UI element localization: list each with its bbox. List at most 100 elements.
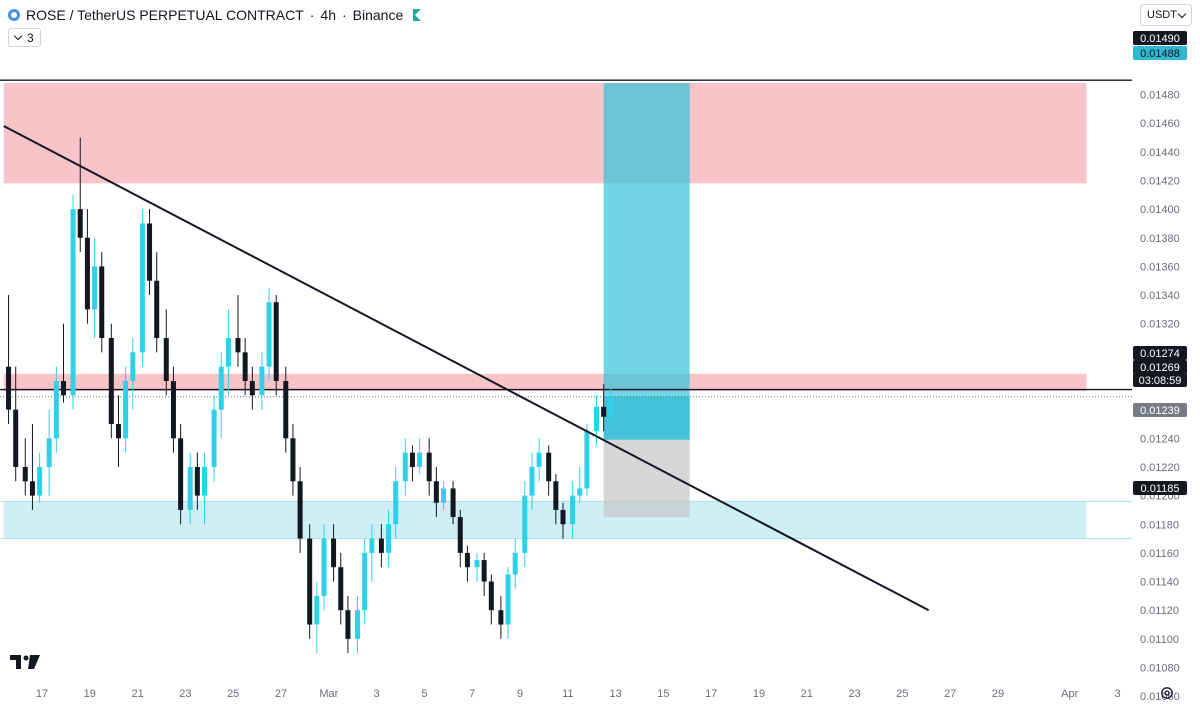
- candle-body: [570, 495, 576, 525]
- candle-body: [37, 466, 43, 496]
- support-zone[interactable]: [3, 501, 1087, 539]
- price-label-bg: [1133, 403, 1187, 417]
- candle: [70, 194, 76, 410]
- candle-body: [488, 581, 494, 611]
- candle: [321, 524, 327, 611]
- candle: [608, 388, 614, 424]
- candle: [22, 438, 28, 496]
- candle: [314, 581, 320, 654]
- y-tick-label: 0.01060: [1140, 691, 1180, 703]
- price-label-text: 0.01490: [1140, 33, 1180, 45]
- candle-body: [450, 488, 456, 518]
- interval-label[interactable]: 4h: [320, 7, 336, 23]
- candle-body: [601, 406, 607, 417]
- candle: [13, 366, 19, 482]
- y-tick-label: 0.01180: [1140, 519, 1179, 531]
- candle-body: [259, 366, 265, 396]
- candle-body: [273, 302, 279, 381]
- price-label: 03:08:59: [1133, 373, 1187, 387]
- price-label-text: 0.01185: [1141, 483, 1180, 495]
- candle-body: [108, 338, 114, 424]
- candle-body: [235, 338, 241, 353]
- trendline[interactable]: [3, 125, 930, 612]
- candle-body: [202, 466, 208, 496]
- candle-body: [154, 280, 160, 339]
- x-tick-label: 23: [848, 688, 860, 700]
- candle: [570, 481, 576, 539]
- candle: [218, 352, 224, 439]
- candle: [433, 466, 439, 518]
- candle-body: [61, 381, 67, 396]
- x-tick-label: 21: [131, 688, 143, 700]
- candle-body: [147, 223, 153, 281]
- y-tick-label: 0.01160: [1140, 548, 1179, 560]
- candle: [84, 209, 90, 324]
- price-label-bg: [1133, 31, 1187, 45]
- candle: [297, 466, 303, 553]
- candle-body: [505, 574, 511, 625]
- candle: [601, 383, 607, 432]
- candle: [163, 309, 169, 396]
- candle: [211, 395, 217, 482]
- candle: [354, 595, 360, 654]
- candle: [139, 209, 145, 367]
- candle: [123, 366, 129, 453]
- symbol-name[interactable]: ROSE / TetherUS PERPETUAL CONTRACT: [26, 7, 304, 23]
- candle-body: [331, 538, 337, 568]
- symbol-header[interactable]: ROSE / TetherUS PERPETUAL CONTRACT · 4h …: [8, 5, 422, 25]
- position-profit-zone[interactable]: [603, 83, 690, 440]
- horizontal-lines-layer: [0, 79, 1132, 398]
- candle-body: [84, 237, 90, 310]
- separator: ·: [341, 7, 347, 23]
- position-tool[interactable]: [603, 83, 690, 518]
- candle: [266, 287, 272, 381]
- candle: [61, 323, 67, 403]
- candle: [529, 452, 535, 510]
- candle-body: [266, 302, 272, 367]
- candle-body: [218, 366, 224, 410]
- candle-body: [345, 610, 351, 639]
- price-axis[interactable]: 0.01060 0.01080 0.01100 0.01120 0.01140 0.011…: [1140, 90, 1180, 704]
- candle-body: [441, 488, 447, 503]
- resistance-zone-upper[interactable]: [3, 83, 1087, 184]
- candle-body: [457, 517, 463, 553]
- settings-gear-icon[interactable]: [1160, 686, 1174, 700]
- candle: [147, 209, 153, 296]
- time-axis[interactable]: 17 19 21 23 25 27 Mar 3 5 7 9 11 13 15 17 19 21 23 25 27 29 A…: [36, 688, 1121, 700]
- candle-body: [553, 481, 559, 510]
- candle-body: [170, 381, 176, 439]
- candle: [53, 366, 59, 453]
- candle-body: [123, 381, 129, 439]
- candle: [77, 137, 83, 253]
- y-tick-label: 0.01420: [1140, 175, 1180, 187]
- candle: [505, 567, 511, 639]
- y-tick-label: 0.01400: [1140, 204, 1180, 216]
- currency-selector[interactable]: USDT: [1140, 4, 1192, 26]
- tradingview-logo-icon[interactable]: [10, 655, 40, 669]
- candle-body: [512, 552, 518, 575]
- candle-body: [225, 338, 231, 367]
- candle: [362, 538, 368, 625]
- x-tick-label: 15: [657, 688, 669, 700]
- zones-layer: [0, 83, 1132, 540]
- price-label-text: 0.01239: [1140, 405, 1180, 417]
- price-label: 0.01488: [1133, 46, 1187, 60]
- candle: [225, 309, 231, 396]
- candle-body: [178, 438, 184, 510]
- price-label: 0.01239: [1133, 403, 1187, 417]
- candle: [283, 366, 289, 453]
- candle: [273, 295, 279, 396]
- candle: [202, 452, 208, 525]
- candle-body: [584, 431, 590, 489]
- candle-body: [187, 466, 193, 510]
- x-tick-label: Mar: [319, 688, 338, 700]
- price-label-bg: [1133, 346, 1187, 360]
- price-label-bg: [1133, 481, 1187, 495]
- indicators-toggle[interactable]: 3: [8, 28, 41, 47]
- market-open-flag-icon: [413, 9, 422, 21]
- candle-body: [522, 495, 528, 553]
- candle-body: [6, 366, 12, 410]
- candle-body: [474, 560, 480, 568]
